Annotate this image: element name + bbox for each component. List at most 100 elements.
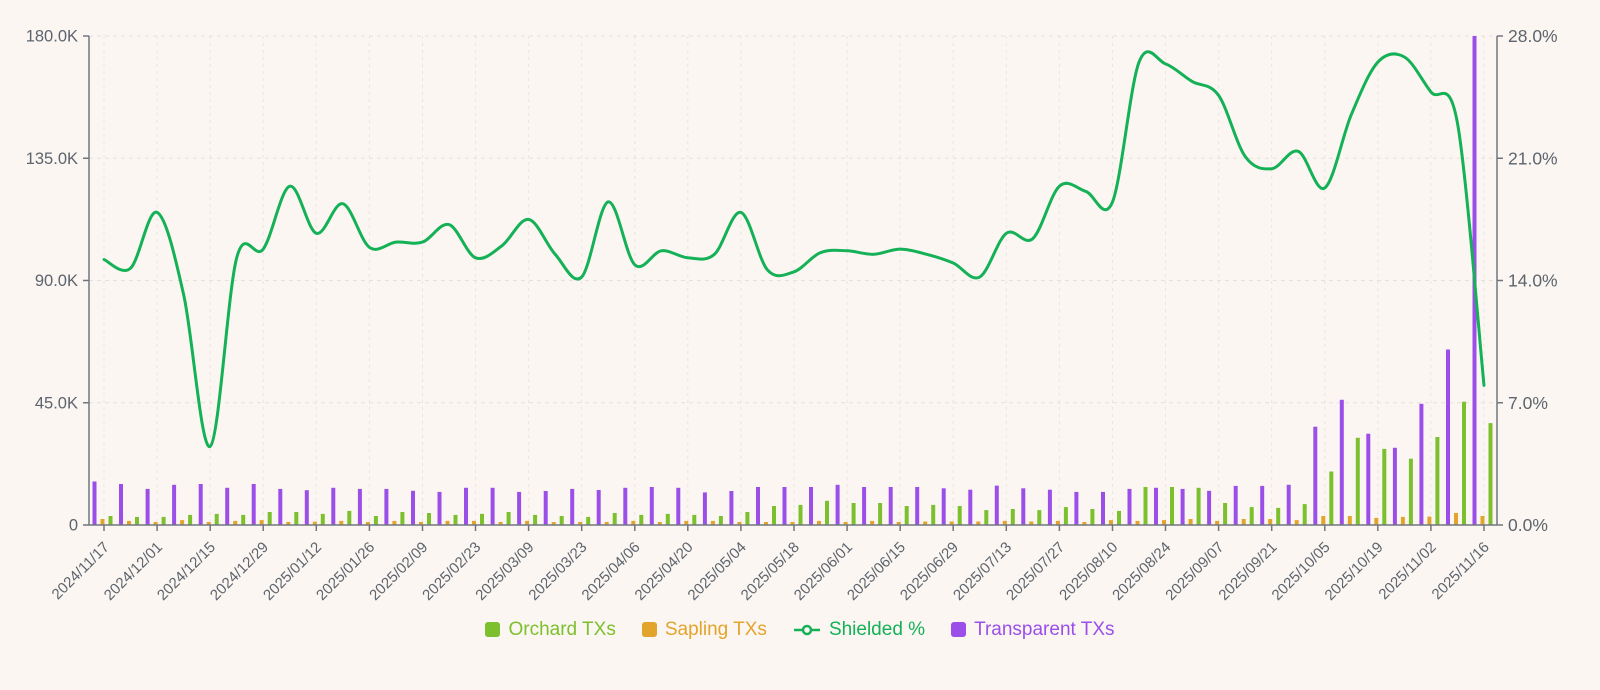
bar-transparent: [1392, 447, 1397, 525]
bar-transparent: [915, 487, 920, 525]
bar-orchard: [1355, 437, 1360, 525]
legend-item-orchard-txs[interactable]: Orchard TXs: [485, 620, 616, 639]
bar-transparent: [517, 491, 522, 525]
bar-orchard: [559, 516, 564, 525]
bar-orchard: [267, 512, 272, 525]
bar-sapling: [1400, 516, 1405, 525]
bar-transparent: [172, 484, 177, 525]
bar-sapling: [286, 522, 291, 525]
bar-sapling: [127, 520, 131, 525]
bar-transparent: [411, 490, 415, 525]
bar-transparent: [649, 487, 654, 525]
bar-sapling: [684, 520, 689, 525]
bar-sapling: [259, 520, 264, 525]
bar-transparent: [304, 490, 309, 525]
bar-transparent: [1446, 349, 1450, 525]
bar-sapling: [631, 520, 636, 525]
bar-transparent: [596, 490, 601, 525]
bar-sapling: [578, 522, 583, 525]
bar-sapling: [1321, 516, 1326, 525]
bar-orchard: [1276, 507, 1281, 525]
y-left-tick-label: 180.0K: [26, 28, 78, 46]
bar-transparent: [1154, 487, 1158, 525]
bar-sapling: [1055, 520, 1060, 525]
bar-transparent: [941, 488, 946, 525]
bar-transparent: [968, 489, 973, 525]
bar-orchard: [1408, 458, 1413, 525]
bar-transparent: [145, 488, 150, 525]
bar-orchard: [373, 516, 378, 525]
bar-sapling: [1109, 520, 1113, 525]
bar-sapling: [1480, 516, 1485, 525]
bar-transparent: [729, 491, 734, 525]
bar-transparent: [1021, 488, 1026, 525]
bar-sapling: [233, 520, 238, 525]
bar-transparent: [119, 484, 123, 525]
bar-orchard: [1090, 509, 1095, 525]
bar-orchard: [480, 513, 484, 525]
bar-sapling: [923, 521, 928, 525]
bar-transparent: [464, 487, 468, 525]
bar-orchard: [612, 513, 617, 525]
bar-orchard: [1382, 448, 1387, 525]
legend-item-transparent-txs[interactable]: Transparent TXs: [951, 619, 1115, 640]
bar-sapling: [312, 521, 317, 525]
bar-orchard: [320, 513, 325, 525]
bar-orchard: [241, 514, 246, 525]
bar-sapling: [843, 522, 848, 525]
bar-sapling: [949, 521, 954, 525]
bar-transparent: [809, 487, 813, 525]
bar-transparent: [1207, 490, 1212, 525]
y-right-tick-label: 7.0%: [1508, 393, 1548, 413]
bar-orchard: [798, 504, 803, 525]
bar-transparent: [1286, 484, 1291, 525]
bar-sapling: [498, 522, 503, 525]
bar-transparent: [1313, 426, 1318, 525]
bar-orchard: [692, 514, 697, 525]
bar-sapling: [1241, 519, 1246, 525]
bar-transparent: [570, 488, 575, 525]
bar-transparent: [1047, 489, 1052, 525]
bar-transparent: [1074, 491, 1079, 525]
legend-label-transparent-txs: Transparent TXs: [974, 619, 1115, 640]
bar-orchard: [1302, 504, 1307, 525]
bar-transparent: [384, 488, 389, 525]
bar-transparent: [862, 487, 867, 525]
bar-sapling: [1294, 520, 1299, 525]
bar-orchard: [586, 516, 591, 525]
bar-sapling: [1029, 521, 1034, 525]
bar-orchard: [1037, 510, 1042, 525]
bar-transparent: [676, 487, 681, 525]
bar-transparent: [198, 484, 203, 525]
bar-orchard: [1488, 423, 1493, 525]
bar-sapling: [604, 522, 609, 525]
bar-transparent: [490, 487, 495, 525]
bar-orchard: [984, 510, 989, 525]
bar-orchard: [453, 514, 458, 525]
bar-transparent: [1339, 399, 1344, 525]
bar-transparent: [1366, 433, 1371, 525]
bar-orchard-series: [108, 401, 1493, 525]
bar-sapling-series: [100, 513, 1485, 525]
bar-sapling: [1347, 516, 1352, 525]
bar-orchard: [878, 503, 883, 525]
bar-transparent: [1101, 491, 1105, 525]
bar-transparent: [251, 484, 256, 525]
orchard-txs-swatch-icon: [485, 622, 501, 637]
legend-item-shielded[interactable]: Shielded %: [793, 620, 925, 639]
y-left-tick-label: 0: [69, 517, 78, 535]
bar-transparent: [92, 481, 97, 525]
y-right-tick-label: 28.0%: [1508, 26, 1558, 46]
bar-transparent: [1419, 403, 1424, 525]
bar-orchard: [1170, 487, 1174, 525]
bar-transparent: [331, 487, 336, 525]
legend-item-sapling-txs[interactable]: Sapling TXs: [641, 620, 767, 639]
bar-transparent: [888, 487, 893, 525]
bar-sapling: [365, 522, 370, 525]
bar-sapling: [737, 522, 742, 525]
bar-orchard: [1249, 507, 1254, 525]
bar-orchard: [1010, 509, 1015, 525]
bar-sapling: [976, 521, 981, 525]
